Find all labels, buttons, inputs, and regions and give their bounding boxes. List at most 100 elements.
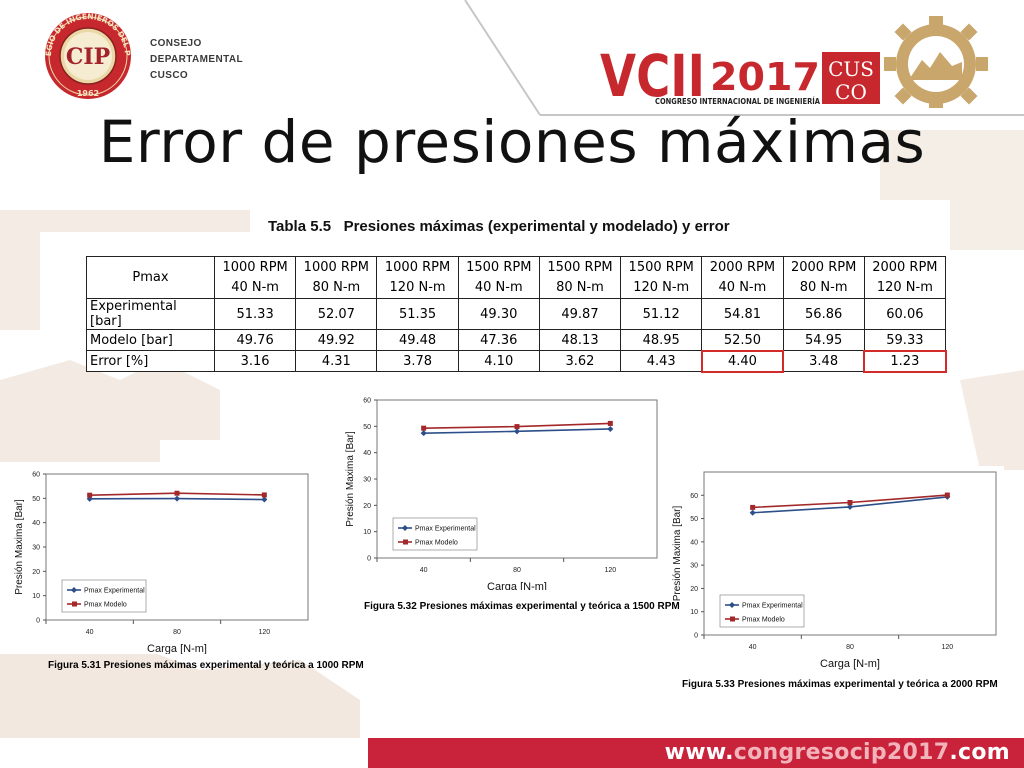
table-cell-highlighted: 1.23 xyxy=(863,349,947,373)
figure-caption-1000rpm: Figura 5.31 Presiones máximas experiment… xyxy=(48,660,364,671)
council-line-3: CUSCO xyxy=(150,70,189,81)
table-cell: 52.50 xyxy=(701,329,784,351)
col-load: 40 N-m xyxy=(701,277,784,299)
x-tick-label: 120 xyxy=(258,629,270,636)
y-tick-label: 30 xyxy=(363,477,371,484)
chart-1500rpm: 0 10 20 30 40 50 60 40 80 120 Carga [N-m] Presión M… xyxy=(342,390,664,590)
figure-caption-2000rpm: Figura 5.33 Presiones máximas experiment… xyxy=(682,679,998,690)
row-label: Error [%] xyxy=(86,350,215,372)
col-load: 120 N-m xyxy=(863,277,947,299)
y-tick-label: 0 xyxy=(694,633,698,640)
y-tick-label: 40 xyxy=(363,450,371,457)
table-header-row: 40 N-m 80 N-m 120 N-m 40 N-m 80 N-m 120 … xyxy=(87,277,947,299)
y-tick-label: 0 xyxy=(36,618,40,625)
table-cell: 49.76 xyxy=(213,329,297,351)
table-cell: 51.33 xyxy=(213,298,297,330)
x-tick-label: 120 xyxy=(604,567,616,574)
x-tick-label: 40 xyxy=(749,644,757,651)
footer-website[interactable]: www.congresocip2017.com xyxy=(665,740,1010,765)
table-cell: 54.81 xyxy=(701,298,784,330)
col-load: 80 N-m xyxy=(295,277,378,299)
logo-year: 1962 xyxy=(77,89,99,98)
footer-url-domain: congresocip2017 xyxy=(733,740,950,765)
row-header-cell: Pmax xyxy=(86,256,215,299)
col-load: 80 N-m xyxy=(782,277,865,299)
table-row: Error [%] 3.16 4.31 3.78 4.10 3.62 4.43 … xyxy=(86,349,947,373)
y-tick-label: 0 xyxy=(367,556,371,563)
footer-url-suffix: .com xyxy=(949,740,1010,765)
col-load: 40 N-m xyxy=(213,277,297,299)
x-tick-label: 80 xyxy=(173,629,181,636)
cusco-badge xyxy=(822,52,880,104)
legend-label: Pmax Modelo xyxy=(742,617,785,624)
y-tick-label: 50 xyxy=(690,516,698,523)
col-rpm: 1500 RPM xyxy=(457,256,540,278)
y-tick-label: 40 xyxy=(690,539,698,546)
col-rpm: 2000 RPM xyxy=(701,256,784,278)
gear-icon xyxy=(884,16,988,108)
row-label: Experimental [bar] xyxy=(86,298,215,330)
table-header-row: Pmax 1000 RPM 1000 RPM 1000 RPM 1500 RPM… xyxy=(86,256,947,299)
x-axis-label: Carga [N-m] xyxy=(487,581,547,590)
table-cell: 4.31 xyxy=(295,350,378,372)
col-load: 120 N-m xyxy=(620,277,703,299)
y-tick-label: 20 xyxy=(32,569,40,576)
col-load: 40 N-m xyxy=(457,277,540,299)
y-tick-label: 10 xyxy=(363,529,371,536)
chart-svg: 0 10 20 30 40 50 60 40 80 120 Carga [N-m] Presión M… xyxy=(14,472,309,654)
y-tick-label: 60 xyxy=(32,472,40,479)
data-point xyxy=(607,425,614,432)
vcii-event-logo: VCII 2017 CONGRESO INTERNACIONAL DE INGE… xyxy=(600,8,1000,110)
y-tick-label: 50 xyxy=(363,424,371,431)
y-tick-label: 60 xyxy=(363,398,371,405)
vcii-year-text: 2017 xyxy=(710,55,820,99)
data-point xyxy=(749,509,756,516)
table-cell: 48.13 xyxy=(538,329,622,351)
table-cell: 51.35 xyxy=(376,298,459,330)
y-tick-label: 50 xyxy=(32,496,40,503)
table-cell: 54.95 xyxy=(782,329,865,351)
col-load: 80 N-m xyxy=(538,277,622,299)
col-rpm: 2000 RPM xyxy=(782,256,865,278)
data-point xyxy=(87,492,93,498)
table-cell: 49.30 xyxy=(457,298,540,330)
legend-label: Pmax Experimental xyxy=(84,588,145,595)
y-tick-label: 40 xyxy=(32,520,40,527)
data-point xyxy=(944,492,950,498)
col-load: 120 N-m xyxy=(376,277,459,299)
y-tick-label: 10 xyxy=(690,609,698,616)
data-point xyxy=(421,425,427,431)
table-cell: 49.92 xyxy=(295,329,378,351)
table-cell: 3.62 xyxy=(538,350,622,372)
legend-box xyxy=(719,594,805,628)
y-tick-label: 20 xyxy=(363,503,371,510)
cusco-top-text: CUS xyxy=(828,57,874,81)
table-cell: 52.07 xyxy=(295,298,378,330)
table-cell-highlighted: 4.40 xyxy=(700,349,785,373)
y-tick-label: 30 xyxy=(32,545,40,552)
y-axis-label: Presión Maxima [Bar] xyxy=(345,431,356,527)
legend-box xyxy=(61,579,147,613)
logo-initials: CIP xyxy=(66,44,110,70)
legend-box xyxy=(392,517,478,551)
figure-caption-1500rpm: Figura 5.32 Presiones máximas experiment… xyxy=(364,601,680,612)
data-point xyxy=(750,504,756,510)
table-cell: 3.16 xyxy=(213,350,297,372)
col-rpm: 2000 RPM xyxy=(863,256,947,278)
pressure-table: Pmax 1000 RPM 1000 RPM 1000 RPM 1500 RPM… xyxy=(86,256,947,373)
y-axis-label: Presión Maxima [Bar] xyxy=(14,499,25,595)
legend-marker xyxy=(730,616,735,622)
table-cell: 48.95 xyxy=(620,329,703,351)
council-line-2: DEPARTAMENTAL xyxy=(150,54,243,65)
data-point xyxy=(514,428,520,435)
cip-logo: COLEGIO DE INGENIEROS DEL PERÚ CIP 1962 xyxy=(31,5,142,100)
col-rpm: 1000 RPM xyxy=(295,256,378,278)
vcii-main-text: VCII xyxy=(600,42,705,110)
data-point xyxy=(261,492,267,498)
legend-marker xyxy=(403,539,408,545)
council-name: CONSEJO DEPARTAMENTAL CUSCO xyxy=(150,36,243,84)
x-tick-label: 40 xyxy=(86,629,94,636)
col-rpm: 1000 RPM xyxy=(213,256,297,278)
data-point xyxy=(261,496,268,503)
col-rpm: 1500 RPM xyxy=(620,256,703,278)
